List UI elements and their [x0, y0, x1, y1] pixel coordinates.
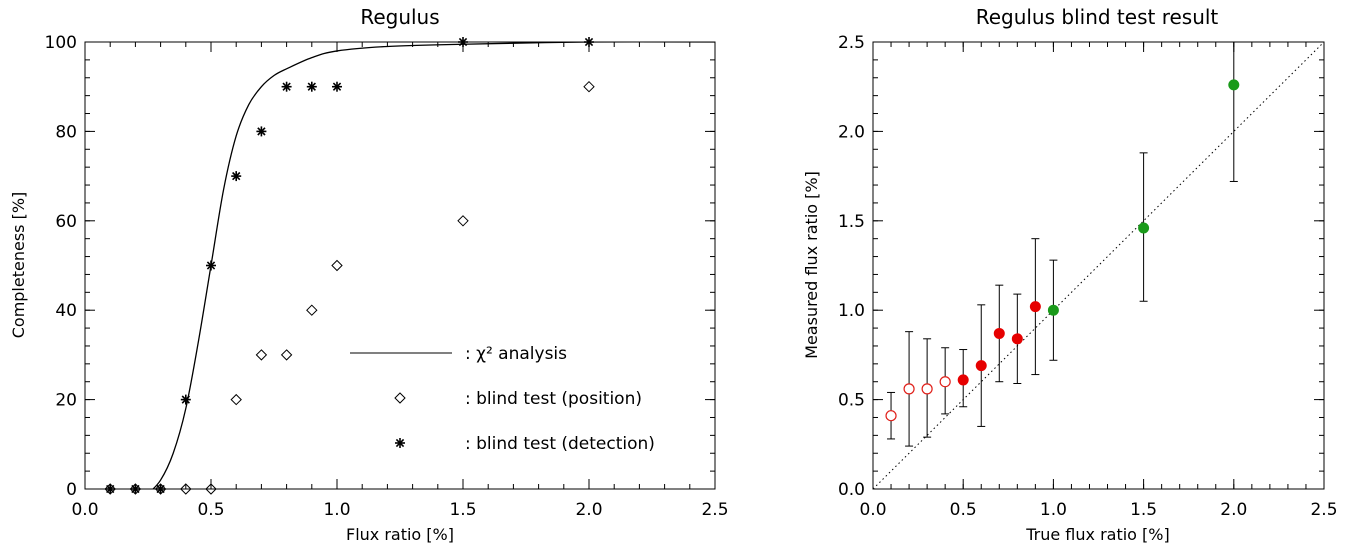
right-axis-ticks — [872, 41, 1325, 490]
open-red-point — [903, 383, 915, 395]
left-x-tick-label: 0.5 — [197, 500, 224, 520]
position-diamond-point — [583, 80, 595, 93]
chi2-analysis-curve — [152, 42, 715, 489]
detection-asterisk-point — [105, 484, 116, 494]
legend-diamond-marker — [394, 392, 406, 404]
left-x-tick-label: 1.0 — [323, 500, 350, 520]
right-x-axis-title: True flux ratio [%] — [1025, 525, 1170, 544]
detection-asterisk-point — [458, 37, 468, 47]
left-y-tick-label: 80 — [55, 122, 77, 142]
left-y-axis-title: Completeness [%] — [9, 192, 28, 339]
left-y-tick-label: 100 — [45, 33, 77, 53]
right-y-tick-label: 1.5 — [838, 212, 865, 232]
detection-asterisk-point — [130, 484, 141, 494]
detection-asterisk-point — [281, 81, 292, 92]
left-y-tick-label: 40 — [55, 301, 77, 321]
open-red-point — [885, 410, 897, 422]
left-x-axis-title: Flux ratio [%] — [346, 525, 454, 544]
right-x-tick-label: 1.5 — [1130, 500, 1157, 520]
left-plot-frame — [84, 41, 716, 490]
open-red-point — [921, 383, 933, 395]
detection-asterisk-point — [155, 484, 166, 494]
right-y-axis-title: Measured flux ratio [%] — [802, 171, 821, 359]
left-series-layer — [104, 37, 715, 495]
left-x-tick-label: 2.0 — [575, 500, 602, 520]
right-y-tick-label: 2.0 — [838, 122, 865, 142]
legend-detection-label: : blind test (detection) — [465, 434, 655, 454]
completeness-chart: Regulus 0.0 0.5 1.0 1.5 2.0 2.5 0 20 40 60 80 100 F… — [9, 5, 729, 544]
left-y-tick-label: 20 — [55, 391, 77, 411]
left-chart-title: Regulus — [360, 5, 439, 29]
right-plot-frame — [872, 41, 1325, 490]
right-x-tick-label: 0.5 — [950, 500, 977, 520]
detection-asterisk-point — [332, 81, 342, 92]
position-diamond-point — [457, 215, 469, 227]
filled-green-point — [1228, 79, 1240, 91]
right-y-tick-label: 2.5 — [838, 33, 865, 53]
left-x-tick-label: 0.0 — [71, 500, 98, 520]
detection-asterisk-point — [231, 171, 242, 182]
right-x-tick-label: 1.0 — [1040, 500, 1067, 520]
right-tick-labels: 0.0 0.5 1.0 1.5 2.0 2.5 0.0 0.5 1.0 1.5 2.0 2.5 — [838, 33, 1338, 520]
right-x-tick-label: 2.5 — [1310, 500, 1337, 520]
position-diamond-point — [306, 304, 318, 316]
detection-asterisk-point — [180, 394, 191, 405]
position-diamond-point — [255, 349, 268, 361]
position-diamond-point — [230, 393, 242, 406]
legend-chi2-label: : χ² analysis — [465, 344, 567, 364]
left-legend: : χ² analysis : blind test (position) : … — [350, 344, 655, 454]
right-series-layer — [885, 41, 1240, 447]
detection-asterisk-point — [306, 81, 317, 92]
filled-red-point — [957, 374, 969, 386]
filled-red-point — [1029, 301, 1041, 313]
right-y-tick-label: 0.5 — [838, 391, 865, 411]
left-y-tick-label: 60 — [55, 212, 77, 232]
right-chart-title: Regulus blind test result — [976, 5, 1219, 29]
legend-asterisk-marker — [395, 438, 405, 448]
position-diamond-point — [180, 483, 192, 495]
left-x-tick-label: 1.5 — [449, 500, 476, 520]
position-diamond-point — [205, 483, 217, 495]
open-red-point — [939, 376, 951, 388]
left-tick-labels: 0.0 0.5 1.0 1.5 2.0 2.5 0 20 40 60 80 100 — [45, 33, 729, 520]
left-axis-ticks — [84, 41, 716, 490]
blind-test-chart: Regulus blind test result 0.0 0.5 1.0 1.5 2.… — [802, 5, 1338, 544]
one-to-one-reference-line — [872, 41, 1325, 490]
legend-position-label: : blind test (position) — [465, 389, 642, 409]
filled-green-point — [1047, 304, 1059, 316]
left-y-tick-label: 0 — [66, 480, 77, 500]
right-y-tick-label: 0.0 — [838, 480, 865, 500]
right-x-tick-label: 2.0 — [1220, 500, 1247, 520]
detection-asterisk-point — [256, 126, 267, 137]
filled-green-point — [1138, 222, 1150, 234]
filled-red-point — [1011, 333, 1023, 345]
detection-asterisk-point — [584, 37, 594, 47]
position-diamond-point — [280, 349, 293, 361]
filled-red-point — [975, 360, 987, 372]
right-x-tick-label: 0.0 — [859, 500, 886, 520]
position-diamond-point — [331, 259, 343, 272]
right-y-tick-label: 1.0 — [838, 301, 865, 321]
left-x-tick-label: 2.5 — [701, 500, 728, 520]
detection-asterisk-point — [206, 260, 216, 271]
filled-red-point — [993, 327, 1005, 339]
